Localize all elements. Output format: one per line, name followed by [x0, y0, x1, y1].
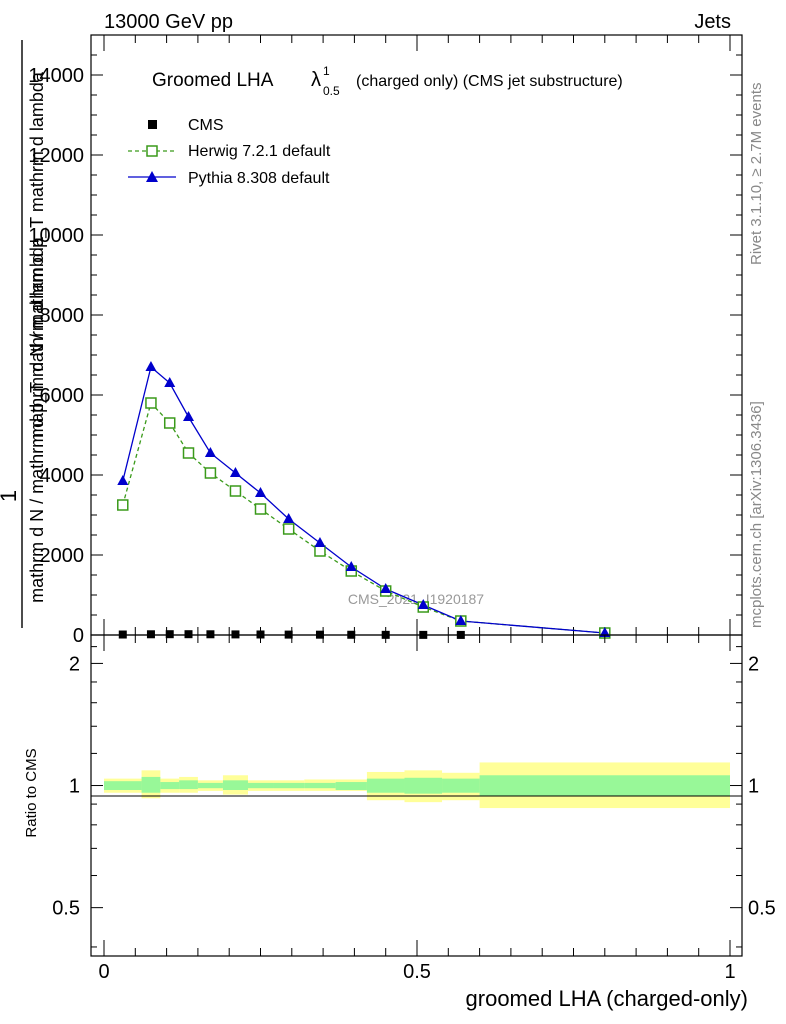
herwig-point [182, 447, 195, 459]
main-y-tick-label: 4000 [40, 465, 85, 487]
pythia-point [164, 377, 176, 387]
title-sup: 1 [323, 64, 330, 78]
header-left: 13000 GeV pp [104, 11, 233, 33]
ratio-y-tick-label-right: 0.5 [748, 898, 776, 920]
legend-herwig-marker [146, 145, 158, 157]
main-axis-ticks [91, 34, 742, 636]
ratio-stat-band [247, 782, 274, 789]
cms-point [146, 630, 155, 639]
herwig-point [163, 417, 176, 429]
y-label-denominator: mathrm d N / mathrm d p_T mathrm d lambd… [27, 236, 48, 603]
herwig-point [204, 467, 217, 479]
ratio-y-tick-label-left: 1 [69, 776, 80, 798]
legend: CMS Herwig 7.2.1 default Pythia 8.308 de… [128, 117, 331, 187]
x-tick-label: 0.5 [403, 961, 431, 983]
main-y-tick-label: 2000 [40, 545, 85, 567]
title-lambda: λ [311, 69, 321, 91]
y-label-numerator: mathrm d N / mathrm d p_T mathrm d lambd… [27, 71, 48, 438]
main-y-tick-label: 0 [73, 625, 84, 647]
ratio-axis-ticks [91, 635, 742, 956]
title-rest: (charged only) (CMS jet substructure) [356, 73, 623, 90]
cms-point [184, 630, 193, 639]
header-right: Jets [694, 11, 731, 33]
herwig-point [314, 545, 326, 557]
ratio-y-label: Ratio to CMS [23, 748, 40, 837]
plot-title: Groomed LHA λ 1 0.5 (charged only) (CMS … [152, 64, 623, 98]
ratio-stat-band [335, 782, 367, 790]
pythia-point [183, 411, 195, 421]
ratio-stat-band [273, 782, 305, 789]
x-tick-label: 0 [98, 961, 109, 983]
main-series-layer [117, 361, 611, 639]
ratio-y-tick-label-right: 2 [748, 653, 759, 675]
ratio-y-tick-label-left: 2 [69, 653, 80, 675]
pythia-point [283, 513, 295, 523]
rivet-label: Rivet 3.1.10, ≥ 2.7M events [748, 83, 765, 266]
pythia-point [204, 447, 216, 457]
ratio-stat-band [479, 775, 730, 797]
ratio-stat-band [160, 782, 180, 790]
ratio-stat-band [104, 781, 142, 790]
main-y-tick-labels: 0 2000 4000 6000 8000 10000 12000 14000 [28, 65, 84, 647]
herwig-point [145, 397, 157, 409]
pythia-point [455, 615, 467, 625]
x-axis-label: groomed LHA (charged-only) [466, 986, 748, 1011]
ratio-bands-layer [104, 762, 730, 809]
legend-cms-marker [148, 120, 157, 129]
herwig-point [117, 499, 129, 511]
ratio-stat-band [404, 777, 443, 794]
cms-point [165, 630, 174, 639]
ratio-stat-band [179, 780, 198, 790]
ratio-y-tick-label-right: 1 [748, 776, 759, 798]
title-main: Groomed LHA [152, 70, 274, 91]
ratio-stat-band [442, 778, 480, 793]
ratio-y-tick-labels: 0.5 0.5 1 1 2 2 [52, 653, 776, 919]
ratio-stat-band [222, 780, 248, 790]
ratio-y-tick-label-left: 0.5 [52, 898, 80, 920]
cms-point [206, 630, 215, 639]
ratio-stat-band [304, 782, 336, 789]
main-y-tick-label: 6000 [40, 385, 85, 407]
pythia-point [380, 583, 392, 593]
title-sub: 0.5 [323, 84, 340, 98]
pythia-point [255, 487, 266, 497]
ratio-stat-band [141, 776, 161, 793]
x-tick-label: 1 [724, 961, 735, 983]
main-y-tick-label: 10000 [28, 225, 84, 247]
herwig-point [282, 523, 295, 535]
main-y-label: 1 mathrm d N / mathrm d p_T mathrm d lam… [0, 40, 48, 628]
herwig-point [254, 503, 267, 515]
ratio-stat-band [197, 782, 223, 789]
x-tick-labels: 0 0.5 1 [98, 961, 735, 983]
herwig-line [122, 401, 605, 634]
main-y-tick-label: 8000 [40, 305, 85, 327]
herwig-point [229, 485, 242, 497]
main-y-tick-label: 14000 [28, 65, 84, 87]
legend-cms-label: CMS [188, 117, 224, 134]
pythia-point [345, 561, 357, 571]
ratio-stat-band [366, 778, 405, 793]
main-y-tick-label: 12000 [28, 145, 84, 167]
legend-herwig-label: Herwig 7.2.1 default [188, 143, 331, 160]
legend-pythia-label: Pythia 8.308 default [188, 170, 330, 187]
pythia-point [117, 475, 129, 485]
pythia-point [314, 537, 326, 547]
pythia-point [417, 599, 429, 609]
legend-pythia-marker [146, 171, 158, 182]
mcplots-label: mcplots.cern.ch [arXiv:1306.3436] [748, 401, 765, 628]
y-label-one: 1 [0, 490, 21, 502]
pythia-point [145, 361, 157, 371]
pythia-line [122, 365, 605, 634]
pythia-point [229, 467, 241, 477]
